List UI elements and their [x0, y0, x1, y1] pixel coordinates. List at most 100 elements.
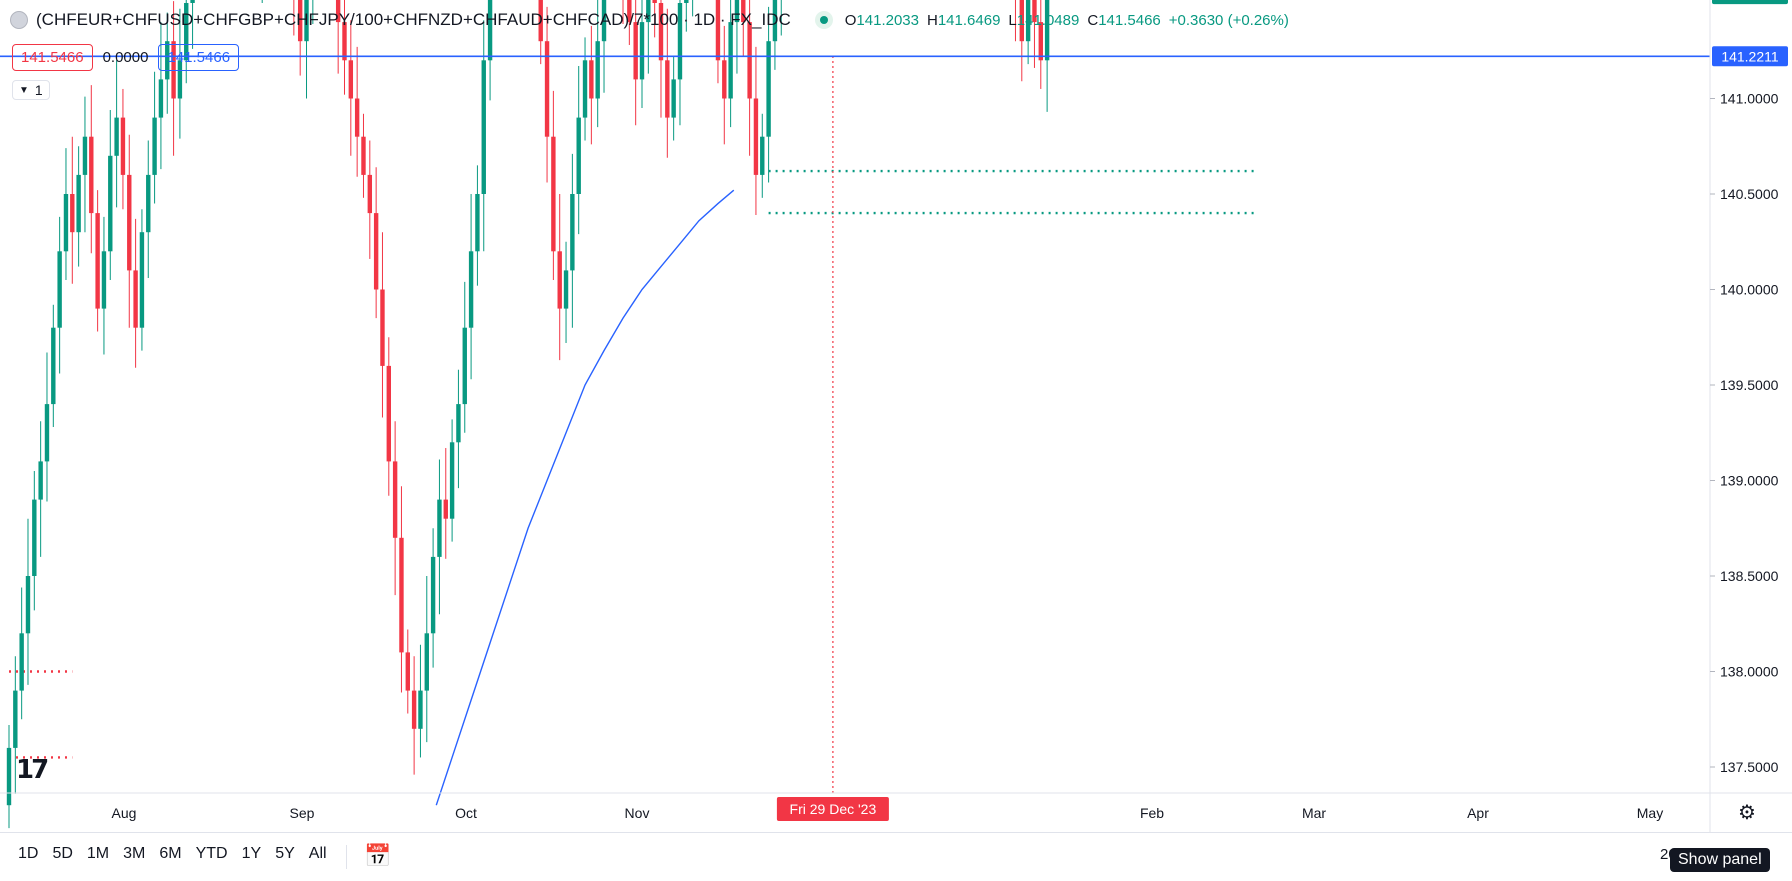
candle — [627, 0, 632, 46]
candle — [38, 421, 43, 557]
timeframe-3m[interactable]: 3M — [123, 845, 146, 862]
candle — [570, 153, 575, 328]
candle-body — [557, 251, 562, 309]
candle-body — [772, 0, 778, 42]
candle-body — [76, 174, 81, 233]
candle-body — [127, 174, 132, 271]
gear-icon[interactable]: ⚙ — [1738, 802, 1756, 824]
candle — [13, 656, 18, 794]
candle — [671, 56, 676, 141]
timeframe-1m[interactable]: 1M — [86, 845, 110, 862]
candle-body — [551, 136, 556, 252]
candle — [449, 419, 455, 542]
candle — [312, 0, 314, 25]
candle-body — [95, 213, 100, 309]
candlestick-series — [6, 0, 1050, 829]
candle-body — [544, 41, 550, 137]
chevron-down-icon: ▼ — [19, 84, 29, 96]
candle-body — [627, 0, 632, 23]
y-tick-label: 140.5000 — [1720, 186, 1779, 202]
candle — [487, 0, 493, 101]
timeframe-1y[interactable]: 1Y — [241, 845, 262, 862]
candle-body — [354, 98, 360, 137]
timeframe-6m[interactable]: 6M — [159, 845, 182, 862]
y-tick-label: 137.5000 — [1720, 759, 1779, 775]
candle-body — [487, 0, 493, 61]
candle-body — [538, 0, 543, 42]
candle — [392, 421, 398, 596]
candle — [1025, 0, 1031, 65]
x-tick-label: Apr — [1467, 805, 1489, 821]
sell-button[interactable]: 141.5466 — [12, 44, 93, 71]
candle — [639, 0, 645, 109]
candle — [89, 85, 94, 254]
candle-body — [576, 117, 581, 194]
candle — [165, 12, 170, 114]
candle-body — [715, 0, 721, 61]
candle-body — [361, 136, 366, 175]
candle-body — [44, 404, 50, 462]
candle-body — [589, 60, 594, 99]
candle — [386, 337, 391, 496]
candle-body — [335, 0, 341, 23]
timeframe-5d[interactable]: 5D — [52, 845, 73, 862]
y-tick-label: 139.5000 — [1720, 377, 1779, 393]
x-tick-label: Oct — [455, 805, 477, 821]
candle — [304, 0, 309, 99]
candle — [652, 0, 657, 38]
candle — [44, 352, 50, 502]
candle — [348, 20, 354, 156]
price-line-label: 141.5466 — [1721, 0, 1780, 2]
candle-body — [443, 499, 448, 519]
candle-body — [722, 60, 727, 99]
candle — [108, 109, 113, 280]
buy-button[interactable]: 141.5466 — [158, 44, 240, 71]
candle — [63, 148, 69, 280]
candle — [411, 656, 417, 775]
market-open-icon[interactable] — [814, 11, 833, 29]
candle-body — [114, 117, 119, 156]
x-tick-label: Nov — [625, 805, 650, 821]
candle-body — [665, 60, 670, 118]
candle — [734, 0, 740, 74]
candle-body — [386, 365, 391, 462]
candle — [152, 71, 157, 204]
candle-body — [82, 136, 88, 175]
candle-body — [139, 232, 145, 328]
candle-body — [595, 41, 600, 99]
ohlc-low: L141.0489 — [1008, 11, 1080, 29]
y-tick-label: 139.0000 — [1720, 473, 1779, 489]
interval-toggle[interactable]: ▼ 1 — [12, 80, 50, 100]
timeframe-1d[interactable]: 1D — [18, 845, 39, 862]
calendar-goto-icon[interactable]: 📅 — [364, 843, 392, 868]
candle-body — [25, 576, 31, 634]
y-tick-label: 138.0000 — [1720, 664, 1779, 680]
price-chart[interactable]: 141.2211 141.5466 137.5000 138.0000 138.500… — [0, 0, 1792, 832]
candle — [354, 46, 360, 177]
tradingview-logo[interactable]: 17 — [16, 755, 49, 785]
candle — [133, 218, 138, 368]
candle-body — [747, 22, 752, 99]
candle-body — [1019, 0, 1024, 42]
candle-body — [633, 22, 638, 80]
price-line-label: 141.2211 — [1721, 48, 1779, 64]
timeframe-all[interactable]: All — [308, 845, 327, 862]
candle-body — [1025, 0, 1031, 42]
x-tick-label: Feb — [1140, 805, 1164, 821]
candle-body — [411, 690, 417, 729]
candle — [456, 369, 461, 489]
candle — [361, 113, 366, 198]
candle — [120, 88, 126, 210]
symbol-title[interactable]: (CHFEUR+CHFUSD+CHFGBP+CHFJPY/100+CHFNZD+… — [36, 10, 791, 29]
ohlc-open: O141.2033 — [844, 11, 919, 29]
x-tick-label: Mar — [1302, 805, 1326, 821]
candle — [772, 0, 778, 70]
timeframe-5y[interactable]: 5Y — [275, 845, 295, 862]
candle-body — [671, 79, 676, 118]
spread-value: 0.0000 — [102, 49, 149, 66]
candle-body — [760, 136, 765, 175]
candle-body — [639, 22, 645, 80]
candle-body — [373, 213, 379, 290]
timeframe-ytd[interactable]: YTD — [195, 845, 228, 862]
candle — [114, 60, 119, 208]
